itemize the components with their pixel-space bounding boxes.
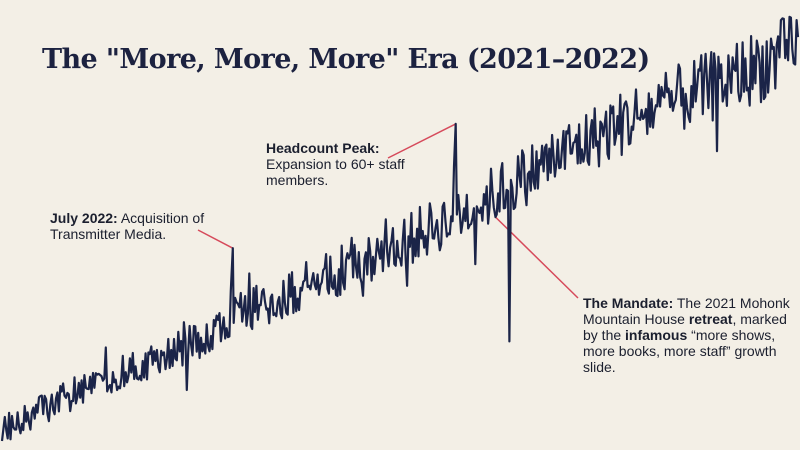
- annotation-headcount-peak: Headcount Peak: Expansion to 60+ staff m…: [266, 140, 405, 188]
- annotation-mandate: The Mandate: The 2021 Mohonk Mountain Ho…: [583, 295, 790, 375]
- annotation-july-2022: July 2022: Acquisition of Transmitter Me…: [50, 210, 205, 242]
- series-line-growth: [0, 15, 800, 442]
- chart-title: The "More, More, More" Era (2021–2022): [42, 44, 650, 75]
- connector-headcount: [387, 123, 457, 159]
- connector-july: [197, 229, 234, 249]
